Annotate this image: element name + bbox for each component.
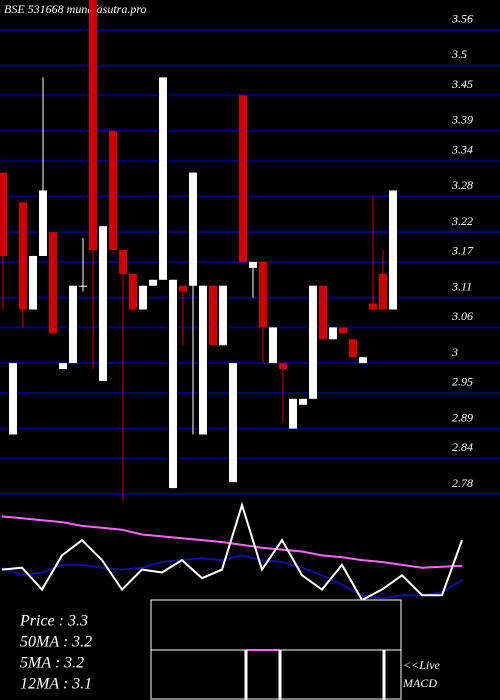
candle-body (239, 95, 247, 262)
candle-body (149, 279, 157, 286)
candle-body (169, 279, 177, 489)
candle-body (179, 285, 187, 292)
y-tick-label: 3.5 (451, 47, 467, 61)
indicator-line (1, 554, 463, 600)
candle-body (209, 285, 217, 346)
candle-body (39, 190, 47, 256)
candle-body (109, 130, 117, 250)
candle-body (249, 261, 257, 268)
candle-body (259, 261, 267, 328)
candle-body (329, 327, 337, 340)
candle-body (289, 398, 297, 429)
y-tick-label: 2.95 (452, 375, 473, 389)
y-tick-label: 3.56 (451, 12, 473, 26)
candle-body (79, 285, 87, 287)
candle-body (119, 250, 127, 274)
info-12ma: 12MA : 3.1 (20, 676, 92, 693)
candle-body (339, 327, 347, 334)
info-50ma: 50MA : 3.2 (20, 634, 92, 651)
y-tick-label: 3.34 (451, 142, 473, 156)
candle-body (0, 172, 7, 256)
y-tick-label: 2.84 (452, 440, 473, 454)
candle-body (139, 285, 147, 310)
y-tick-label: 3.06 (451, 309, 473, 323)
y-tick-label: 2.89 (452, 410, 473, 424)
indicator-line (1, 515, 463, 569)
candle-body (189, 172, 197, 286)
candle-body (59, 363, 67, 370)
y-tick-label: 2.78 (452, 476, 473, 490)
candle-body (159, 77, 167, 280)
y-tick-label: 3.11 (451, 279, 472, 293)
candle-body (269, 327, 277, 364)
candle-body (229, 363, 237, 483)
y-tick-label: 3.28 (451, 178, 473, 192)
chart-title: BSE 531668 munafasutra.pro (4, 2, 147, 16)
indicator-line (1, 501, 463, 602)
candle-body (69, 285, 77, 364)
y-tick-label: 3 (451, 345, 458, 359)
candle-body (29, 255, 37, 310)
candle-body (89, 0, 97, 250)
candle-body (299, 398, 307, 405)
y-tick-label: 3.22 (451, 214, 473, 228)
candle-body (219, 285, 227, 346)
y-tick-label: 3.45 (451, 77, 473, 91)
candle-body (199, 285, 207, 435)
candle-body (129, 273, 137, 310)
candle-body (359, 357, 367, 364)
candle-body (309, 285, 317, 399)
y-tick-label: 3.39 (451, 113, 473, 127)
candle-body (389, 190, 397, 310)
candle-body (49, 232, 57, 334)
y-tick-label: 3.17 (451, 244, 474, 258)
candle-body (99, 226, 107, 381)
info-5ma: 5MA : 3.2 (20, 655, 84, 672)
candle-body (349, 339, 357, 358)
candle-body (9, 363, 17, 435)
candle-body (279, 363, 287, 370)
macd-label: MACD (402, 676, 437, 690)
candle-body (319, 285, 327, 340)
candle-body (19, 202, 27, 310)
info-price: Price : 3.3 (19, 613, 88, 630)
candle-body (379, 273, 387, 310)
candle-body (369, 303, 377, 310)
live-label: <<Live (403, 658, 441, 672)
